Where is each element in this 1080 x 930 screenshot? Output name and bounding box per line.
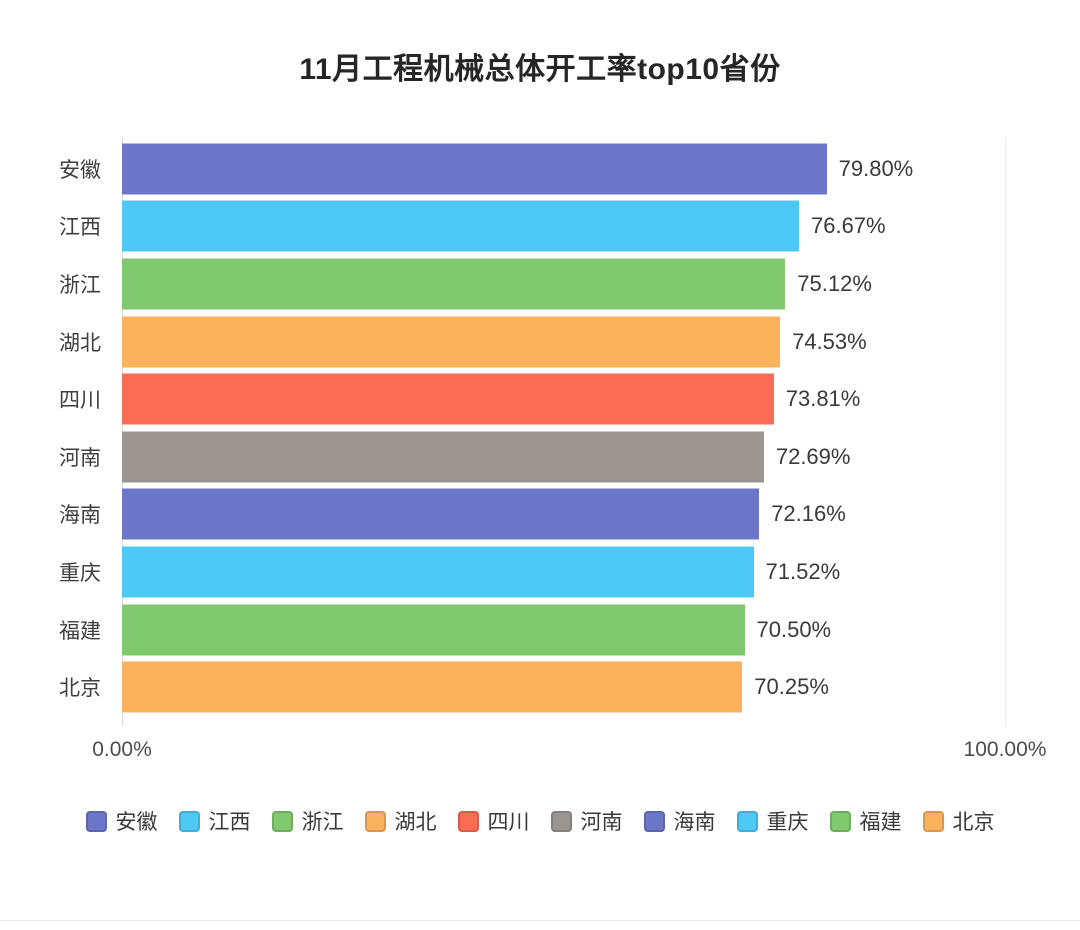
- legend: 安徽 江西 浙江 湖北 四川 河南 海南 重庆 福建 北京: [0, 806, 1080, 836]
- bar-row: 江西 76.67%: [59, 198, 1005, 256]
- bar-row: 河南 72.69%: [59, 428, 1005, 486]
- legend-swatch-icon: [550, 810, 572, 832]
- legend-swatch-icon: [457, 810, 479, 832]
- bar-row: 浙江 75.12%: [59, 255, 1005, 313]
- legend-label: 四川: [487, 811, 530, 834]
- legend-swatch-icon: [643, 810, 665, 832]
- y-axis-label: 浙江: [59, 273, 101, 297]
- x-tick-label-min: 0.00%: [92, 738, 152, 761]
- page-bottom-border: [0, 920, 1080, 921]
- y-axis-label: 河南: [59, 446, 101, 470]
- x-tick-label-max: 100.00%: [963, 738, 1047, 761]
- legend-item: 湖北: [364, 806, 437, 836]
- legend-label: 福建: [859, 811, 902, 834]
- legend-item: 重庆: [736, 806, 809, 836]
- legend-swatch-icon: [829, 810, 851, 832]
- bar-value-label: 71.52%: [765, 558, 841, 584]
- bar: [122, 661, 743, 713]
- bar-row: 安徽 79.80%: [59, 140, 1005, 198]
- y-axis-label: 湖北: [59, 331, 101, 355]
- bar-value-label: 73.81%: [785, 386, 861, 412]
- bar: [122, 373, 774, 425]
- y-axis-label: 福建: [59, 619, 101, 643]
- legend-item: 海南: [643, 806, 716, 836]
- y-axis-label: 安徽: [59, 158, 101, 182]
- bar: [122, 143, 827, 195]
- legend-label: 湖北: [394, 811, 437, 834]
- bar-value-label: 70.25%: [754, 674, 829, 700]
- y-axis-label: 四川: [59, 389, 101, 413]
- legend-swatch-icon: [178, 810, 200, 832]
- legend-label: 重庆: [766, 811, 809, 834]
- bar: [122, 200, 799, 252]
- legend-item: 河南: [550, 806, 623, 836]
- legend-swatch-icon: [364, 810, 386, 832]
- bar: [122, 604, 745, 656]
- legend-item: 安徽: [85, 806, 158, 836]
- chart-title: 11月工程机械总体开工率top10省份: [299, 53, 781, 86]
- bar-row: 四川 73.81%: [59, 370, 1005, 428]
- y-axis-label: 海南: [59, 504, 101, 528]
- bar-row: 海南 72.16%: [59, 486, 1005, 544]
- bar-value-label: 79.80%: [838, 155, 914, 181]
- legend-label: 安徽: [115, 811, 158, 834]
- legend-label: 北京: [952, 811, 995, 834]
- bar-row: 福建 70.50%: [59, 601, 1005, 659]
- bar: [122, 546, 754, 598]
- legend-label: 江西: [208, 811, 251, 834]
- bar-row: 湖北 74.53%: [59, 313, 1005, 371]
- legend-swatch-icon: [922, 810, 944, 832]
- bar: [122, 431, 764, 483]
- bar: [122, 316, 781, 368]
- bar-value-label: 75.12%: [797, 270, 872, 296]
- bar: [122, 258, 786, 310]
- bar-value-label: 72.69%: [775, 443, 851, 469]
- legend-swatch-icon: [736, 810, 758, 832]
- bar-row: 北京 70.25%: [59, 658, 1005, 716]
- y-axis-label: 北京: [59, 677, 101, 701]
- legend-swatch-icon: [271, 810, 293, 832]
- bar: [122, 488, 760, 540]
- bar-value-label: 70.50%: [756, 616, 832, 642]
- bar-value-label: 74.53%: [792, 328, 867, 354]
- legend-item: 江西: [178, 806, 251, 836]
- legend-label: 浙江: [301, 811, 344, 834]
- legend-item: 北京: [922, 806, 995, 836]
- bar-chart: 安徽 79.80% 江西 76.67% 浙江 75.12% 湖北 74.53% …: [59, 140, 1005, 716]
- bar-value-label: 76.67%: [810, 213, 886, 239]
- legend-label: 河南: [580, 811, 623, 834]
- y-axis-label: 江西: [59, 216, 101, 240]
- legend-label: 海南: [673, 811, 716, 834]
- y-axis-label: 重庆: [59, 561, 101, 585]
- bar-value-label: 72.16%: [771, 501, 846, 527]
- legend-item: 浙江: [271, 806, 344, 836]
- bar-row: 重庆 71.52%: [59, 543, 1005, 601]
- gridline-100-percent: [1005, 138, 1006, 726]
- legend-item: 福建: [829, 806, 902, 836]
- legend-item: 四川: [457, 806, 530, 836]
- legend-swatch-icon: [85, 810, 107, 832]
